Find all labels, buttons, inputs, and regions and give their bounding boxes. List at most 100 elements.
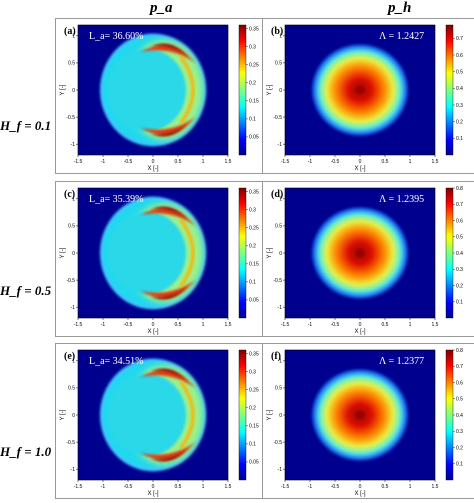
colorbar-tick-label: 0.8: [456, 348, 463, 354]
panel-label: (a): [64, 26, 76, 37]
y-tick-label: 0.5: [68, 224, 75, 230]
colorbar: [238, 24, 247, 156]
colorbar-tick-label: 0.5: [456, 235, 463, 241]
colorbar: [238, 187, 247, 319]
x-tick-label: -0.5: [124, 159, 133, 165]
y-tick-label: 0: [279, 413, 282, 419]
y-tick-label: 0.5: [275, 61, 282, 67]
lower-peak-band: [140, 442, 196, 460]
x-axis-label: X [-]: [147, 166, 158, 172]
y-axis-label: Y [-]: [267, 84, 273, 95]
y-tick-label: -1: [278, 142, 283, 148]
colorbar-tick-label: 0.6: [456, 380, 463, 386]
lower-peak-core: [150, 448, 188, 462]
colorbar-tick-label: 0.05: [249, 460, 259, 466]
y-tick-label: -1: [71, 142, 76, 148]
y-tick-label: -0.5: [66, 278, 75, 284]
y-axis-label: Y [-]: [267, 247, 273, 258]
row-header-3: H_f = 1.0: [0, 444, 52, 459]
upper-peak-core: [150, 43, 188, 57]
heatmap-svg: (a) L_a= 36.60% -1.5 -1 -0.5 0 0.5 1 1.5 X [-] -1 -…: [60, 24, 259, 172]
colorbar-tick-label: 0.25: [249, 388, 259, 394]
x-axis-label: X [-]: [354, 491, 365, 497]
colorbar: [238, 349, 247, 481]
x-tick-label: 0.5: [382, 159, 389, 165]
x-tick-label: -1: [101, 484, 106, 490]
right-arc: [179, 218, 195, 288]
column-header-ph: p_h: [388, 0, 412, 16]
colorbar-tick-label: 0.3: [249, 44, 256, 50]
panel-e: (e) L_a= 34.51% -1.5 -1 -0.5 0 0.5 1 1.5 X [-] -1 -…: [55, 343, 269, 499]
colorbar-tick-label: 0.35: [249, 189, 259, 195]
upper-peak-band: [140, 370, 196, 388]
colorbar-tick-label: 0.2: [456, 445, 463, 451]
colorbar-tick-label: 0.05: [249, 135, 259, 141]
y-axis-label: Y [-]: [60, 84, 66, 95]
colorbar-tick-label: 0.05: [249, 298, 259, 304]
y-tick-label: -0.5: [273, 115, 282, 121]
panel-label: (b): [271, 26, 283, 37]
panel-annotation: Λ = 1.2395: [379, 194, 424, 205]
x-tick-label: -0.5: [331, 159, 340, 165]
hydro-pressure-blob: [311, 368, 409, 462]
heatmap-svg: (e) L_a= 34.51% -1.5 -1 -0.5 0 0.5 1 1.5 X [-] -1 -…: [60, 349, 259, 497]
right-arc: [179, 380, 195, 450]
colorbar-tick-label: 0.5: [456, 397, 463, 403]
x-tick-label: 1: [202, 159, 205, 165]
heatmap-svg: (c) L_a= 35.39% -1.5 -1 -0.5 0 0.5 1 1.5 X [-] -1 -…: [60, 187, 259, 335]
y-tick-label: 1: [72, 359, 75, 365]
panel-a: (a) L_a= 36.60% -1.5 -1 -0.5 0 0.5 1 1.5 X [-] -1 -…: [55, 18, 269, 174]
x-tick-label: -1.5: [281, 322, 290, 328]
colorbar-tick-label: 0.1: [456, 300, 463, 306]
right-arc: [179, 55, 195, 125]
x-tick-label: 1: [202, 322, 205, 328]
x-tick-label: 0: [359, 322, 362, 328]
panel-c: (c) L_a= 35.39% -1.5 -1 -0.5 0 0.5 1 1.5 X [-] -1 -…: [55, 181, 269, 337]
colorbar-tick-label: 0.4: [456, 86, 463, 92]
y-axis-label: Y [-]: [60, 409, 66, 420]
x-tick-label: 0.5: [175, 159, 182, 165]
colorbar-tick-label: 0.3: [456, 429, 463, 435]
y-tick-label: 1: [279, 197, 282, 203]
x-tick-label: 0.5: [175, 322, 182, 328]
y-tick-label: -0.5: [273, 440, 282, 446]
upper-peak-core: [150, 206, 188, 220]
colorbar-tick-label: 0.4: [456, 251, 463, 257]
colorbar-tick-label: 0.2: [249, 81, 256, 87]
colorbar-tick-label: 0.3: [249, 207, 256, 213]
panel-annotation: L_a= 36.60%: [89, 31, 144, 42]
cavity: [108, 373, 186, 457]
colorbar-tick-label: 0.25: [249, 63, 259, 69]
panel-label: (d): [271, 189, 283, 200]
x-tick-label: 0: [359, 484, 362, 490]
colorbar-tick-label: 0.7: [456, 364, 463, 370]
y-tick-label: 0.5: [275, 386, 282, 392]
y-tick-label: 0.5: [68, 386, 75, 392]
y-tick-label: 1: [279, 34, 282, 40]
y-tick-label: 0: [279, 88, 282, 94]
y-tick-label: -1: [71, 467, 76, 473]
y-tick-label: 0: [72, 251, 75, 257]
panel-annotation: Λ = 1.2377: [379, 356, 424, 367]
y-tick-label: -1: [71, 305, 76, 311]
colorbar-tick-label: 0.8: [456, 186, 463, 192]
colorbar-tick-label: 0.3: [456, 267, 463, 273]
x-tick-label: 1: [409, 484, 412, 490]
x-tick-label: -1: [308, 159, 313, 165]
y-axis-label: Y [-]: [60, 247, 66, 258]
colorbar-tick-label: 0.5: [456, 69, 463, 75]
y-tick-label: 0: [279, 251, 282, 257]
x-axis-label: X [-]: [147, 329, 158, 335]
column-header-pa: p_a: [150, 0, 173, 16]
heatmap-svg: (f) Λ = 1.2377 -1.5 -1 -0.5 0 0.5 1 1.5 X [-] -1 -0…: [267, 348, 463, 497]
x-tick-label: 0: [152, 159, 155, 165]
upper-peak-band: [140, 208, 196, 226]
upper-peak-band: [140, 45, 196, 63]
panel-annotation: L_a= 34.51%: [89, 356, 144, 367]
cavity: [108, 48, 186, 132]
x-tick-label: -0.5: [331, 484, 340, 490]
x-tick-label: -0.5: [124, 484, 133, 490]
colorbar-tick-label: 0.2: [456, 283, 463, 289]
colorbar-tick-label: 0.1: [249, 117, 256, 123]
lower-peak-core: [150, 123, 188, 137]
